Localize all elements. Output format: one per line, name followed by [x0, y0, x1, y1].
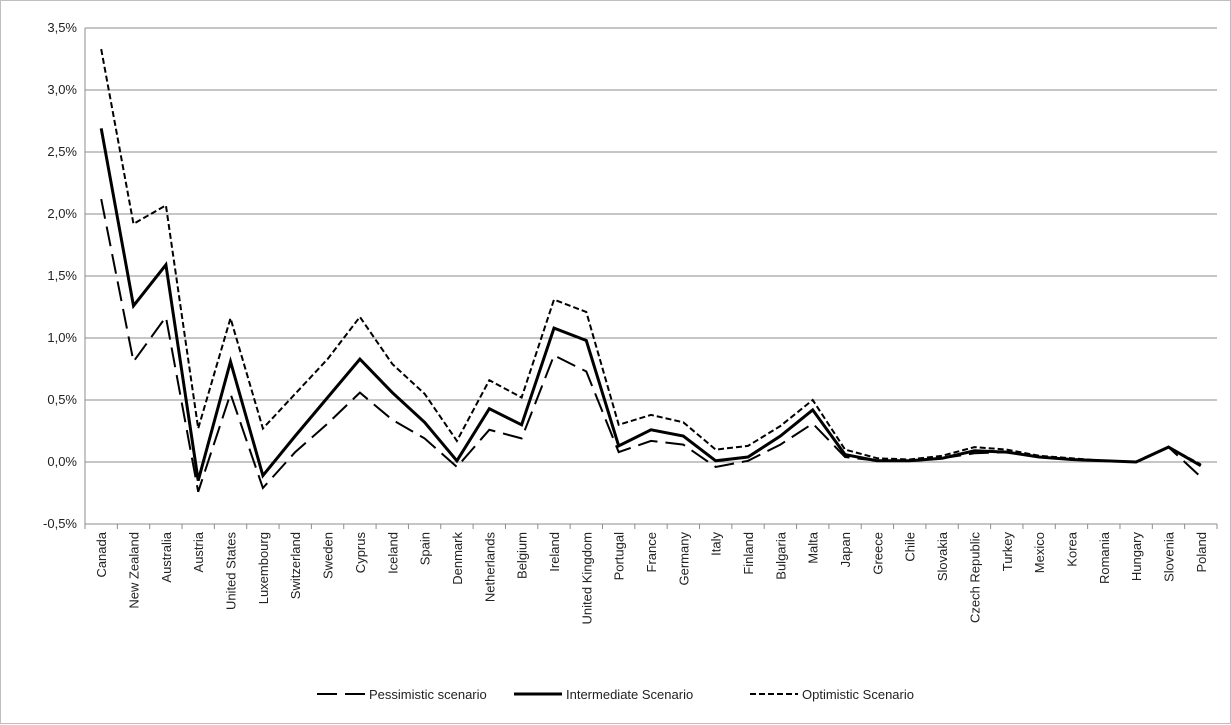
series-line-2: [100, 48, 1202, 466]
x-tick-label: Australia: [159, 531, 174, 582]
x-tick-label: Italy: [709, 532, 724, 556]
y-tick-label: 1,0%: [47, 330, 77, 345]
series-lines: [99, 48, 1202, 493]
x-tick-label: Turkey: [1000, 532, 1015, 572]
x-tick-label: Malta: [806, 531, 821, 564]
x-tick-label: Greece: [870, 532, 885, 575]
y-tick-label: 3,5%: [47, 20, 77, 35]
x-tick-label: Finland: [741, 532, 756, 575]
y-tick-label: 2,0%: [47, 206, 77, 221]
x-tick-label: Germany: [676, 532, 691, 586]
legend-label-1: Intermediate Scenario: [566, 687, 693, 702]
x-axis: Canada New Zealand Australia Austria United …: [84, 523, 1218, 625]
y-tick-label: 0,0%: [47, 454, 77, 469]
series-line-1: [99, 128, 1202, 481]
x-tick-label: Portugal: [612, 532, 627, 581]
x-tick-label: Switzerland: [288, 532, 303, 599]
x-tick-label: Spain: [418, 532, 433, 565]
legend: Pessimistic scenario Intermediate Scenari…: [317, 687, 914, 702]
y-tick-label: -0,5%: [43, 516, 77, 531]
x-tick-label: Ireland: [547, 532, 562, 572]
x-tick-label: Netherlands: [482, 532, 497, 603]
y-axis: -0,5% 0,0% 0,5% 1,0% 1,5% 2,0% 2,5% 3,0% 3,5%: [43, 20, 86, 531]
x-tick-label: Luxembourg: [256, 532, 271, 604]
x-tick-label: Iceland: [385, 532, 400, 574]
x-tick-label: Bulgaria: [773, 531, 788, 579]
x-tick-label: Czech Republic: [967, 532, 982, 624]
series-line-0: [100, 198, 1202, 493]
x-tick-label: France: [644, 532, 659, 572]
x-tick-label: New Zealand: [127, 532, 142, 609]
x-tick-label: Romania: [1097, 531, 1112, 584]
x-tick-label: Denmark: [450, 532, 465, 585]
legend-label-2: Optimistic Scenario: [802, 687, 914, 702]
legend-label-0: Pessimistic scenario: [369, 687, 487, 702]
x-tick-label: Poland: [1194, 532, 1209, 572]
x-tick-label: Hungary: [1129, 532, 1144, 582]
x-tick-label: United Kingdom: [579, 532, 594, 625]
x-tick-label: Cyprus: [353, 532, 368, 574]
y-tick-label: 3,0%: [47, 82, 77, 97]
x-tick-label: Canada: [94, 531, 109, 577]
x-tick-label: Chile: [903, 532, 918, 562]
y-tick-label: 1,5%: [47, 268, 77, 283]
x-tick-label: Belgium: [515, 532, 530, 579]
x-tick-label: United States: [224, 532, 239, 611]
y-tick-label: 2,5%: [47, 144, 77, 159]
x-tick-label: Japan: [838, 532, 853, 567]
x-tick-label: Slovakia: [935, 531, 950, 581]
x-tick-label: Mexico: [1032, 532, 1047, 573]
y-tick-label: 0,5%: [47, 392, 77, 407]
x-tick-label: Austria: [191, 531, 206, 572]
x-tick-label: Slovenia: [1161, 531, 1176, 582]
x-tick-label: Sweden: [321, 532, 336, 579]
x-tick-label: Korea: [1064, 531, 1079, 566]
